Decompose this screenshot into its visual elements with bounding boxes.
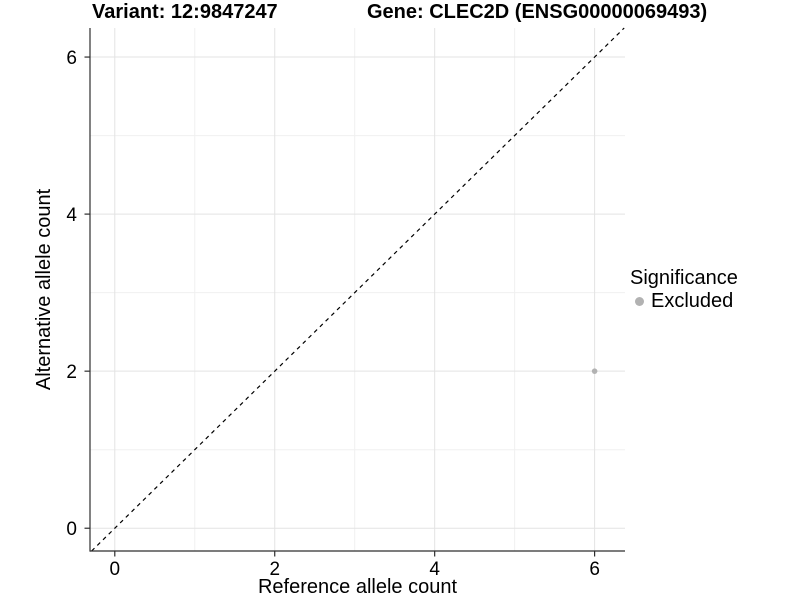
legend-key-dot-icon xyxy=(635,296,644,306)
y-axis-title: Alternative allele count xyxy=(33,188,55,390)
x-tick-label: 6 xyxy=(589,559,600,580)
y-tick-label: 4 xyxy=(66,205,77,226)
x-tick-label: 2 xyxy=(269,559,280,580)
plot-title-variant: Variant: 12:9847247 xyxy=(92,1,278,23)
legend-item-excluded: Excluded xyxy=(630,290,738,312)
y-tick-label: 2 xyxy=(66,362,77,383)
legend: Significance Excluded xyxy=(630,266,738,312)
x-tick-label: 0 xyxy=(110,559,121,580)
legend-title: Significance xyxy=(630,267,738,289)
identity-dashed-line xyxy=(91,27,625,552)
y-tick-label: 0 xyxy=(66,519,77,540)
scatter-point-excluded xyxy=(591,368,598,374)
x-axis-title: Reference allele count xyxy=(258,576,457,598)
y-tick-label: 6 xyxy=(66,48,77,69)
x-tick-label: 4 xyxy=(429,559,440,580)
legend-item-label: Excluded xyxy=(651,289,734,312)
plot-title-gene: Gene: CLEC2D (ENSG00000069493) xyxy=(367,1,708,23)
